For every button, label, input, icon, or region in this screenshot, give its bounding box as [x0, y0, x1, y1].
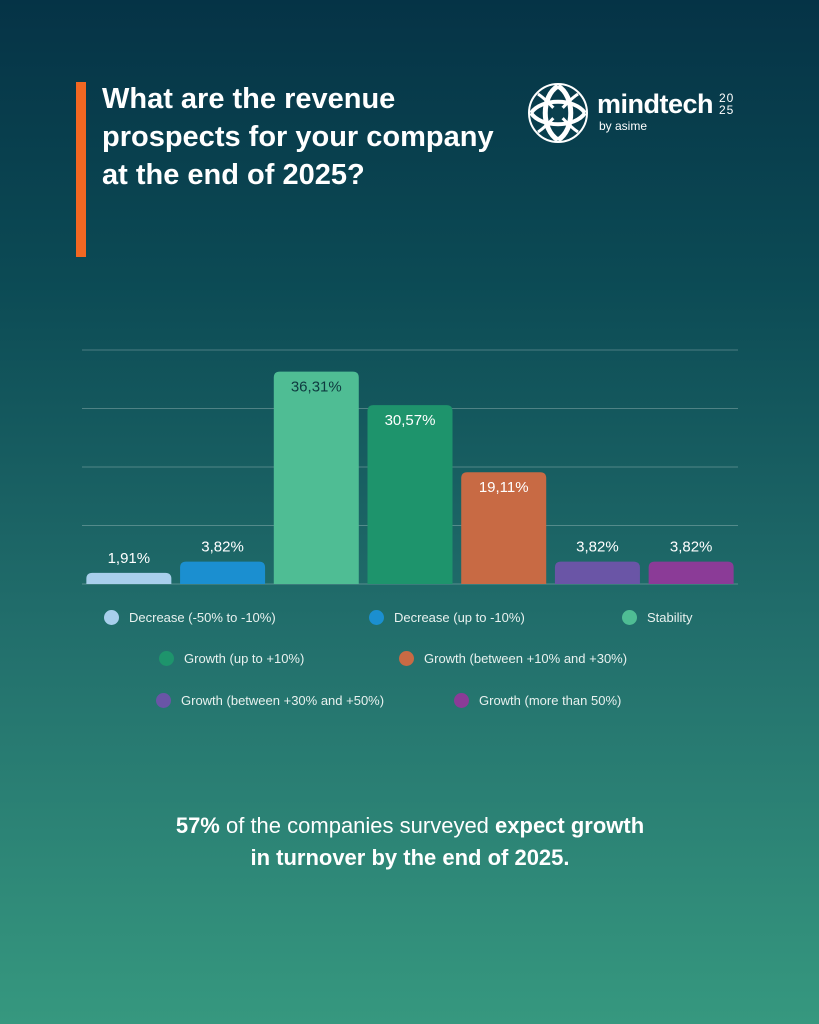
- legend-swatch: [156, 693, 171, 708]
- legend-label: Growth (between +10% and +30%): [424, 651, 628, 666]
- logo-wordmark: mindtech: [597, 89, 714, 119]
- legend-label: Decrease (-50% to -10%): [129, 610, 276, 625]
- footer-highlight-growth: expect growth: [495, 813, 645, 838]
- bar-5: [461, 472, 547, 584]
- legend-item: Growth (up to +10%): [159, 651, 304, 666]
- bar-value-label: 36,31%: [291, 379, 342, 396]
- swirl-globe-icon: [528, 83, 588, 143]
- legend-item: Decrease (up to -10%): [369, 610, 525, 625]
- legend-swatch: [104, 610, 119, 625]
- legend-swatch: [369, 610, 384, 625]
- legend-item: Growth (between +10% and +30%): [399, 651, 627, 666]
- logo-year: 20 25: [719, 92, 739, 116]
- footer-highlight-turnover: in turnover by the end of 2025.: [250, 845, 570, 870]
- title-accent-bar: [76, 82, 86, 257]
- bar-3: [273, 371, 359, 584]
- legend-label: Decrease (up to -10%): [394, 610, 525, 625]
- bar-4: [367, 405, 453, 584]
- logo-year-top: 20: [719, 91, 735, 105]
- brand-logo: mindtech by asime 20 25: [527, 82, 747, 146]
- legend-item: Stability: [622, 610, 693, 625]
- revenue-bar-chart: 1,91% 3,82% 36,31% 30,57% 19,11% 3,82% 3,82%: [82, 349, 738, 585]
- bar-value-label: 1,91%: [108, 550, 151, 567]
- bar-value-label: 3,82%: [201, 539, 244, 556]
- legend-swatch: [159, 651, 174, 666]
- legend-item: Growth (between +30% and +50%): [156, 693, 384, 708]
- footer-text-plain: of the companies surveyed: [219, 813, 496, 838]
- legend-swatch: [622, 610, 637, 625]
- footer-highlight-percent: 57%: [175, 813, 220, 838]
- legend-item: Growth (more than 50%): [454, 693, 621, 708]
- footer-summary: 57% of the companies surveyed expect gro…: [60, 810, 760, 874]
- bar-value-label: 30,57%: [385, 412, 436, 429]
- legend-label: Growth (more than 50%): [479, 693, 622, 708]
- bar-6: [554, 561, 640, 584]
- bar-value-label: 3,82%: [576, 539, 619, 556]
- legend-swatch: [399, 651, 414, 666]
- bar-7: [648, 561, 734, 584]
- legend-label: Stability: [647, 610, 693, 625]
- bar-value-label: 3,82%: [670, 539, 713, 556]
- bar-2: [180, 561, 266, 584]
- legend-label: Growth (between +30% and +50%): [181, 693, 385, 708]
- bar-value-label: 19,11%: [479, 479, 529, 496]
- legend-label: Growth (up to +10%): [184, 651, 305, 666]
- page-title: What are the revenue prospects for your …: [102, 83, 494, 191]
- logo-year-bottom: 25: [719, 103, 735, 117]
- bar-1: [86, 572, 172, 584]
- legend-swatch: [454, 693, 469, 708]
- legend-item: Decrease (-50% to -10%): [104, 610, 276, 625]
- logo-subtitle: by asime: [599, 119, 648, 133]
